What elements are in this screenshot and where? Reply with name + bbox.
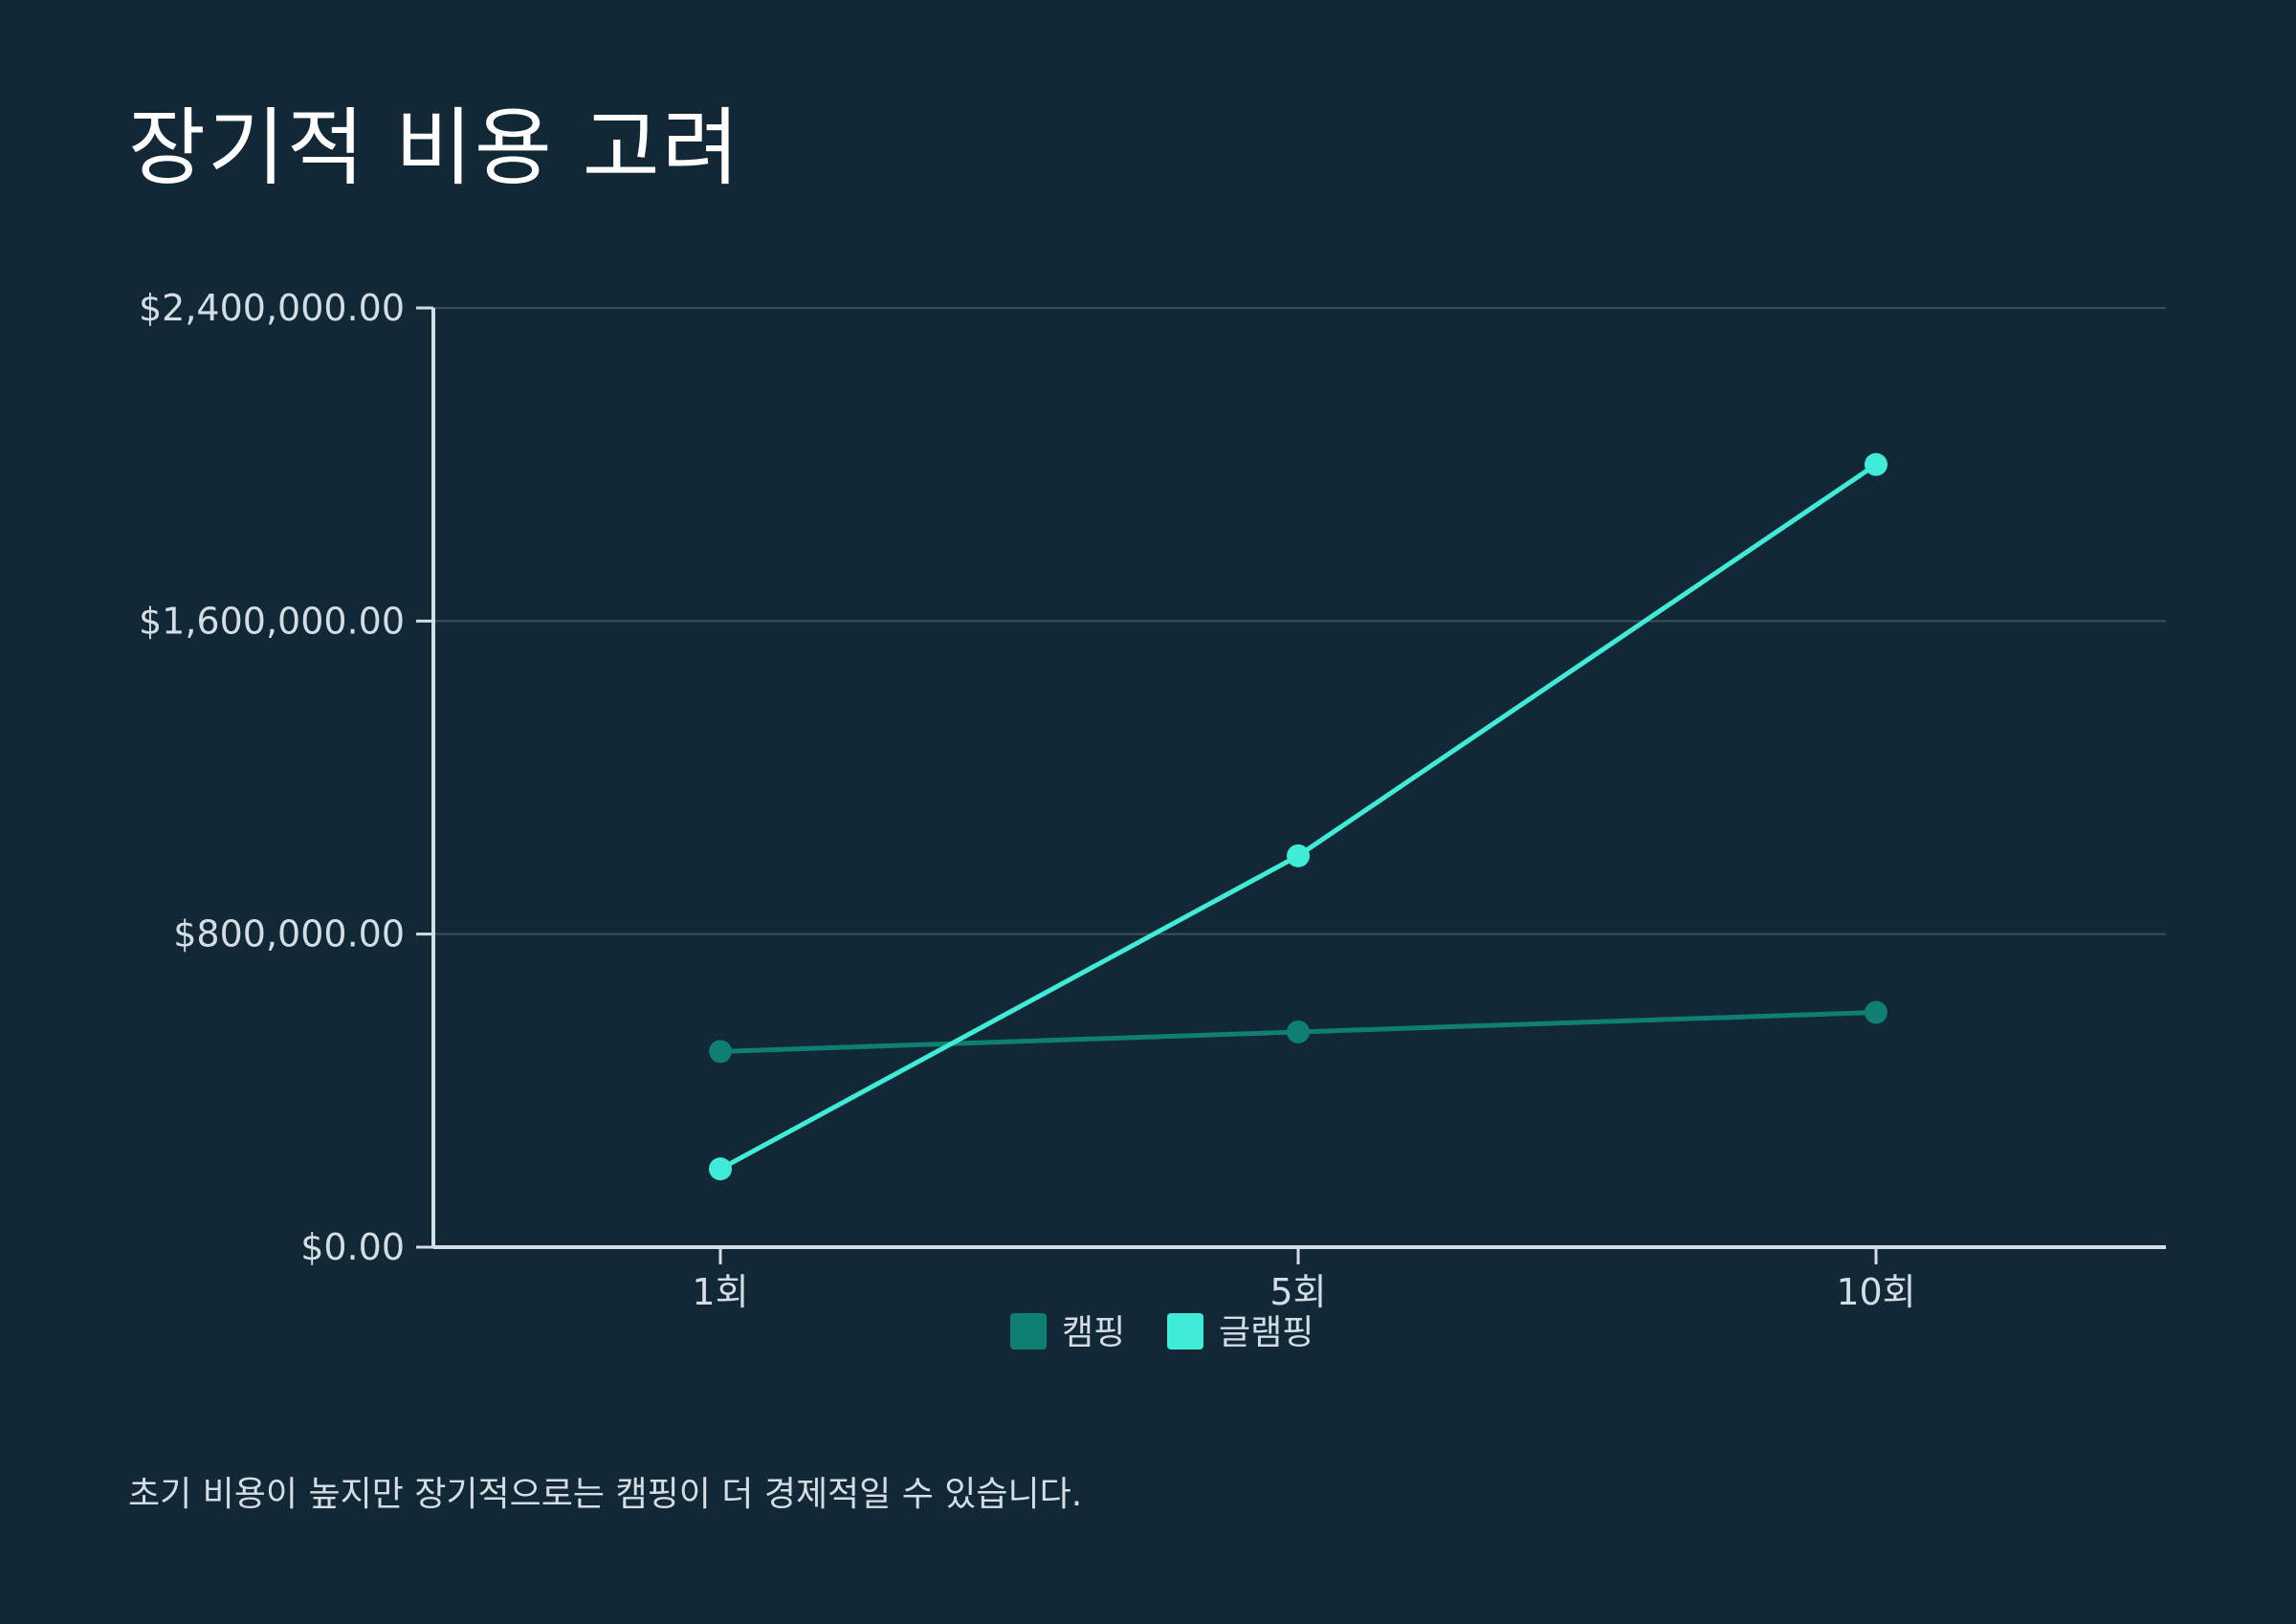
y-tick-label: $1,600,000.00 xyxy=(139,600,405,642)
legend-label: 캠핑 xyxy=(1062,1313,1125,1352)
series-line-2 xyxy=(718,462,1878,1172)
x-tick-label: 5회 xyxy=(1269,1271,1326,1313)
axes: $0.00 $800,000.00 $1,600,000.00 $2,400,000.… xyxy=(139,287,2166,1313)
chart-title: 장기적 비용 고려 xyxy=(128,99,741,197)
x-tick-label: 1회 xyxy=(692,1271,748,1313)
data-point xyxy=(1287,844,1310,867)
data-point xyxy=(1287,1020,1310,1043)
data-point xyxy=(709,1157,732,1181)
legend-swatch xyxy=(1010,1313,1047,1350)
y-tick-label: $2,400,000.00 xyxy=(139,287,405,329)
x-tick-label: 10회 xyxy=(1836,1271,1915,1313)
legend-swatch xyxy=(1167,1313,1203,1350)
y-tick-label: $0.00 xyxy=(300,1226,405,1268)
legend: 캠핑 글램핑 xyxy=(1010,1313,1314,1352)
series-lines xyxy=(709,452,1888,1181)
data-point xyxy=(1865,1000,1888,1024)
footnote: 초기 비용이 높지만 장기적으로는 캠핑이 더 경제적일 수 있습니다. xyxy=(128,1475,1083,1514)
legend-label: 글램핑 xyxy=(1219,1313,1314,1352)
data-point xyxy=(1865,452,1888,476)
data-point xyxy=(709,1040,732,1064)
grid-lines xyxy=(433,307,2166,935)
y-tick-label: $800,000.00 xyxy=(173,913,405,955)
